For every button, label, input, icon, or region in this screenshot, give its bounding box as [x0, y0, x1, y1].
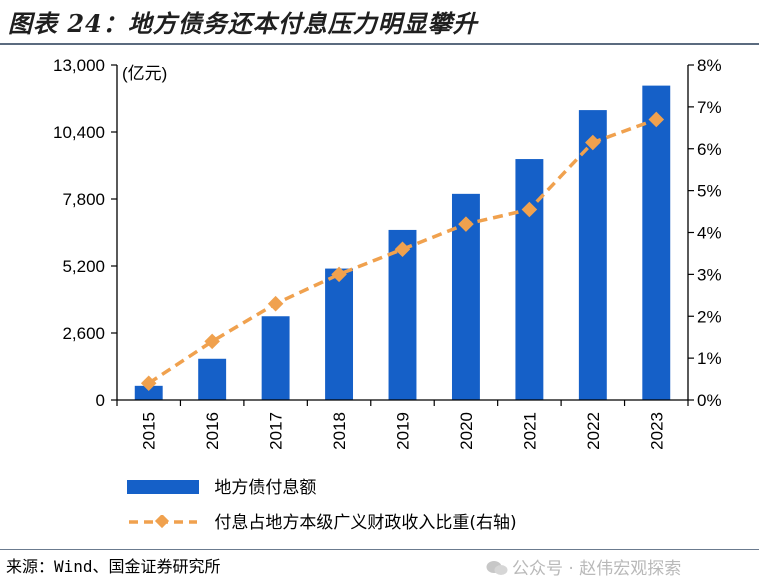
right-axis-tick-label: 0%: [697, 391, 722, 410]
x-axis-category-label: 2017: [267, 412, 286, 450]
x-axis-category-label: 2021: [520, 412, 539, 450]
left-axis-tick-label: 2,600: [62, 324, 105, 343]
wechat-icon: [486, 561, 508, 575]
line-point: [394, 241, 411, 258]
right-axis-tick-label: 5%: [697, 182, 722, 201]
line-point: [267, 295, 284, 312]
legend-line-swatch: [129, 513, 197, 529]
left-axis-tick-label: 13,000: [53, 56, 105, 75]
line-point: [521, 201, 538, 218]
bar: [325, 268, 354, 400]
bar: [515, 159, 544, 400]
line-point: [585, 134, 601, 151]
source-note: 来源：Wind、国金证券研究所: [6, 557, 221, 576]
left-axis-tick-label: 5,200: [62, 257, 105, 276]
title-divider: [0, 43, 759, 45]
x-axis-category-label: 2016: [203, 412, 222, 450]
bar: [388, 229, 417, 400]
bar: [578, 110, 607, 400]
x-axis-category-label: 2018: [330, 412, 349, 450]
left-axis-tick-label: 10,400: [53, 123, 105, 142]
bar: [261, 316, 290, 400]
line-point: [204, 333, 220, 350]
line-point: [140, 375, 157, 392]
right-axis-tick-label: 1%: [697, 349, 722, 368]
left-axis-unit: (亿元): [122, 64, 167, 83]
left-axis-tick-label: 0: [96, 391, 105, 410]
right-axis-tick-label: 3%: [697, 265, 722, 284]
ratio-line: [147, 117, 657, 385]
legend-bar-swatch: [127, 480, 199, 494]
chart-title: 图表 24：地方债务还本付息压力明显攀升: [8, 9, 478, 38]
watermark: 公众号 · 赵伟宏观探索: [486, 554, 681, 579]
x-axis-category-label: 2022: [584, 412, 603, 450]
legend-line-entry: 付息占地方本级广义财政收入比重(右轴): [127, 508, 517, 533]
x-axis-category-label: 2023: [647, 412, 666, 450]
x-axis-category-label: 2020: [457, 412, 476, 450]
legend-bar-label: 地方债付息额: [214, 478, 317, 498]
line-point: [458, 216, 474, 232]
axes: 0 2,600 5,200 7,800 10,400 13,000 0% 1% 2% 3% 4% 5%…: [53, 56, 722, 450]
footer-divider: [0, 549, 759, 550]
legend-bar-entry: 地方债付息额: [127, 473, 316, 498]
right-axis-tick-label: 7%: [697, 98, 722, 117]
legend-line-label: 付息占地方本级广义财政收入比重(右轴): [214, 513, 517, 533]
watermark-text: 公众号 · 赵伟宏观探索: [512, 559, 682, 579]
bar: [642, 85, 671, 400]
bar: [134, 385, 163, 400]
right-axis-tick-label: 6%: [697, 140, 722, 159]
right-axis-tick-label: 4%: [697, 224, 722, 243]
right-axis-tick-label: 8%: [697, 56, 722, 75]
x-axis-category-label: 2019: [394, 412, 413, 450]
right-axis-tick-label: 2%: [697, 307, 722, 326]
left-axis-tick-label: 7,800: [62, 190, 105, 209]
bar-series: [134, 85, 671, 400]
bar: [198, 358, 227, 400]
x-axis-category-label: 2015: [140, 412, 159, 450]
